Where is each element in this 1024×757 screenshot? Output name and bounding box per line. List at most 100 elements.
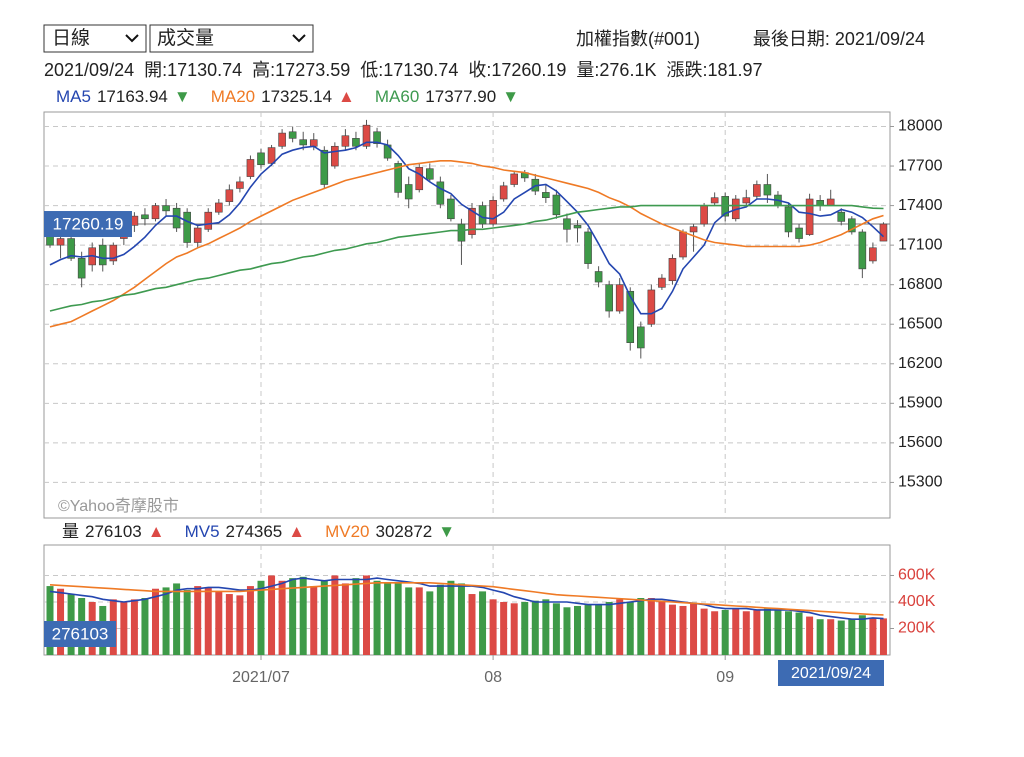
volume-bar [574, 605, 581, 655]
y-tick-label: 17100 [898, 236, 943, 253]
candle-body [468, 207, 476, 235]
volume-bar [384, 582, 392, 655]
candle-body [647, 289, 656, 325]
volume-bar [563, 607, 571, 655]
volume-bar [806, 616, 814, 655]
volume-bar [394, 583, 402, 655]
legend: MA5 17163.94 ▼ MA20 17325.14 ▲ MA60 17377.90 ▼ [56, 87, 519, 106]
y-tick-label: 400K [898, 593, 936, 610]
candle-body [352, 138, 360, 147]
y-tick-label: 200K [898, 620, 936, 637]
volume-bar [521, 601, 529, 655]
candle-body [478, 205, 487, 225]
volume-bar [194, 586, 202, 655]
candle-body [141, 214, 149, 220]
candle-body [331, 145, 339, 167]
info-item: 低:17130.74 [360, 60, 458, 80]
volume-bar [173, 583, 181, 655]
candle-body [584, 231, 592, 264]
price-panel [43, 111, 891, 519]
info-item: 開:17130.74 [144, 60, 242, 80]
y-tick-label: 600K [898, 567, 936, 584]
candle-body [183, 211, 191, 243]
candle-body [215, 202, 223, 213]
candle-body [415, 167, 424, 191]
volume-bar [879, 618, 887, 655]
volume-bar [858, 615, 866, 655]
info-item: 量:276.1K [576, 60, 656, 80]
volume-bar [120, 601, 128, 655]
volume-bar [479, 591, 487, 655]
legend-name: MA20 [211, 87, 255, 106]
volume-bar [658, 601, 666, 655]
volume-bar [690, 603, 698, 655]
volume-bar [447, 580, 455, 655]
volume-bar [415, 587, 423, 655]
x-tick-label: 2021/07 [232, 669, 290, 686]
candle-body [510, 173, 519, 185]
volume-bar [827, 619, 835, 655]
y-tick-label: 17400 [898, 197, 943, 214]
y-tick-label: 15900 [898, 395, 943, 412]
candle-body [763, 184, 772, 196]
volume-bar [405, 587, 413, 655]
candle-body [573, 225, 582, 229]
info-item: 漲跌:181.97 [666, 60, 762, 80]
candle-body [689, 226, 698, 233]
candle-body [605, 284, 613, 312]
candle-body [373, 131, 381, 144]
legend-trend: ▼ [502, 87, 519, 106]
volume-bar [225, 594, 233, 655]
volume-bar [341, 583, 349, 655]
volume-bar [204, 587, 212, 655]
legend-trend: ▼ [174, 87, 191, 106]
volume-bar [668, 604, 676, 655]
candle-body [742, 197, 751, 204]
candle-body [879, 223, 888, 242]
volume-bar [183, 590, 191, 655]
volume-bar [721, 609, 729, 655]
mv-line [49, 577, 884, 620]
legend-trend: ▼ [438, 522, 455, 541]
indicator-select[interactable] [149, 24, 314, 53]
watermark: ©Yahoo奇摩股市 [58, 497, 179, 515]
candle-body [552, 194, 561, 216]
candle-body [151, 205, 160, 220]
candle-body [67, 238, 75, 259]
volume-bar [46, 586, 54, 655]
volume-bar [584, 604, 592, 655]
candle-body [542, 192, 550, 198]
volume-bar [141, 598, 149, 655]
legend-value: 17377.90 [425, 87, 496, 106]
candle-body [457, 223, 466, 242]
candle-body [447, 198, 455, 220]
candle-body [816, 200, 824, 206]
candle-body [436, 181, 445, 205]
candle-body [563, 218, 571, 230]
legend-name: MA5 [56, 87, 91, 106]
info-item: 收:17260.19 [468, 60, 566, 80]
volume-bar [246, 586, 254, 655]
candle-body [362, 124, 371, 147]
select-arrow [125, 34, 139, 43]
candle-body [193, 227, 202, 243]
volume-bar [637, 598, 645, 655]
candle-body [77, 258, 86, 279]
volume-bar [542, 599, 550, 655]
legend-name: MV5 [185, 522, 220, 541]
volume-bar [626, 601, 634, 655]
volume-bar [278, 580, 286, 655]
y-tick-label: 18000 [898, 118, 943, 135]
candle-body [594, 271, 603, 283]
volume-bar [795, 612, 803, 655]
volume-bar [763, 608, 771, 655]
volume-bar [869, 617, 877, 655]
last-date: 最後日期: 2021/09/24 [753, 29, 925, 49]
volume-bar [363, 575, 370, 655]
volume-bar [130, 599, 138, 655]
candle-body [320, 149, 329, 185]
legend-name: MA60 [375, 87, 419, 106]
select-text: 成交量 [157, 27, 214, 49]
volume-bar [510, 603, 518, 655]
